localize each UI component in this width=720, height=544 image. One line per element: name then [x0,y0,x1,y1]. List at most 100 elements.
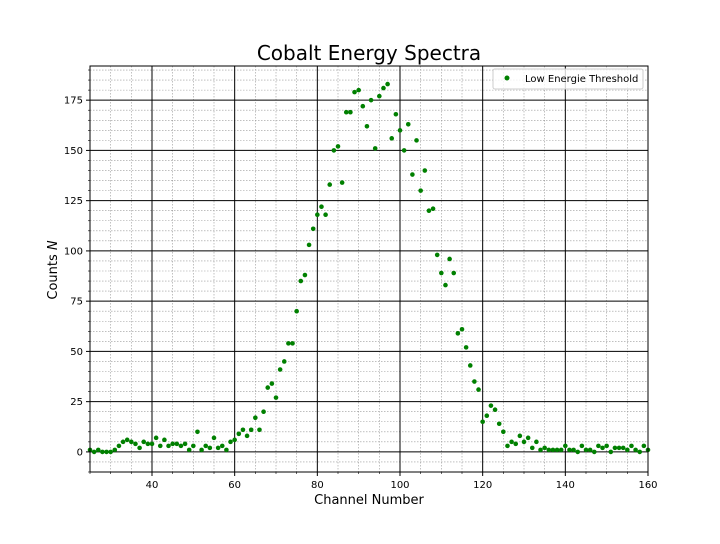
x-tick-label: 160 [638,480,657,491]
data-point [397,128,403,133]
data-point [616,445,622,451]
data-point [451,270,457,276]
data-point [248,427,254,433]
x-tick-label: 40 [146,480,159,491]
data-point [443,282,448,288]
data-point [145,441,151,447]
data-point [513,441,519,447]
data-point [310,226,316,232]
data-point [343,109,349,115]
data-point [364,123,370,129]
data-point [554,447,560,453]
data-point [108,449,113,455]
data-point [459,326,465,332]
data-point [385,81,390,87]
legend-marker [504,75,510,81]
data-point [620,445,626,451]
data-point [426,208,432,214]
data-point [133,441,138,447]
data-point [575,449,581,455]
data-point [195,429,200,435]
data-point [199,447,204,453]
y-tick-label: 50 [70,347,83,358]
data-point [153,435,159,441]
data-point [215,445,221,451]
x-tick-label: 140 [556,480,575,491]
data-point [335,144,341,149]
data-point [434,252,440,258]
y-axis-label: Counts N [46,240,61,300]
data-point [401,148,407,153]
data-point [381,85,386,91]
data-point [579,443,585,449]
data-point [228,439,233,445]
y-tick-label: 100 [64,246,83,257]
x-tick-label: 60 [228,480,241,491]
data-point [422,168,428,173]
data-point [265,385,271,390]
data-point [410,172,415,177]
data-point [368,97,374,103]
data-point [447,256,452,262]
data-point [261,409,266,415]
data-point [463,345,469,350]
data-point [625,447,630,453]
data-point [269,381,275,386]
data-point [356,87,361,93]
data-point [339,180,345,185]
data-point [95,447,101,453]
data-point [178,443,184,449]
data-point [352,89,357,95]
data-point [174,441,180,447]
data-point [186,447,192,453]
legend-label: Low Energie Threshold [525,74,638,85]
data-point [315,212,320,218]
data-point [484,413,490,419]
data-point [567,447,572,453]
data-point [641,443,647,449]
data-point [439,270,444,276]
data-point [319,204,324,209]
y-tick-label: 175 [64,96,83,107]
data-point [591,449,597,455]
data-point [203,443,209,449]
x-tick-label: 120 [473,480,492,491]
data-point [331,148,337,153]
data-point [236,431,242,437]
data-point [182,441,188,447]
data-point [509,439,514,445]
x-tick-label: 100 [390,480,409,491]
data-point [141,439,147,445]
data-point [467,363,473,368]
data-point [91,449,97,455]
data-point [534,439,539,445]
data-points [87,81,651,455]
y-tick-label: 150 [64,146,83,157]
data-point [360,103,366,109]
data-point [240,427,246,433]
data-point [219,443,225,449]
legend: Low Energie Threshold [492,68,644,90]
plot-frame [89,65,649,473]
data-point [629,443,634,449]
data-point [244,433,250,439]
data-point [538,447,543,453]
data-point [418,188,423,193]
data-point [372,146,378,151]
data-point [124,437,130,443]
data-point [281,359,287,364]
data-point [286,341,291,346]
data-point [455,331,461,336]
data-point [120,439,126,445]
data-point [596,443,601,449]
data-point [157,443,163,449]
data-point [488,403,494,408]
data-point [389,136,395,141]
data-point [608,449,614,455]
data-point [170,441,175,447]
data-point [348,109,353,115]
data-point [253,415,258,421]
data-point [393,111,399,117]
data-point [492,407,498,412]
